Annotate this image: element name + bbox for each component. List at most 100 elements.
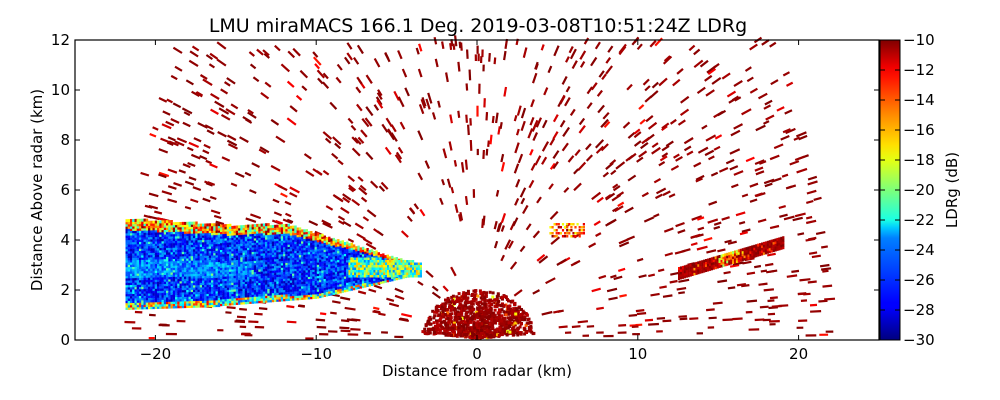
- radar-gate: [303, 231, 306, 235]
- radar-gate: [271, 260, 275, 264]
- radar-gate: [262, 248, 266, 252]
- radar-gate: [678, 291, 685, 295]
- radar-gate: [596, 89, 603, 97]
- radar-gate: [211, 297, 214, 301]
- radar-gate: [134, 288, 137, 292]
- radar-gate: [195, 280, 198, 283]
- radar-gate: [168, 283, 171, 287]
- radar-gate: [168, 244, 171, 248]
- radar-gate: [305, 289, 308, 293]
- radar-gate: [143, 261, 146, 265]
- radar-gate: [161, 251, 164, 255]
- radar-gate: [197, 250, 200, 254]
- radar-gate: [605, 219, 616, 227]
- radar-gate: [238, 243, 241, 247]
- radar-gate: [193, 259, 196, 263]
- radar-gate: [432, 316, 436, 320]
- radar-gate: [296, 227, 299, 231]
- radar-gate: [181, 235, 185, 239]
- radar-gate: [251, 298, 254, 302]
- radar-gate: [154, 306, 158, 309]
- radar-gate: [220, 113, 231, 121]
- radar-gate: [132, 273, 135, 276]
- radar-gate: [157, 263, 160, 267]
- radar-gate: [163, 233, 167, 237]
- radar-gate: [152, 243, 155, 247]
- radar-gate: [141, 220, 144, 224]
- radar-gate: [157, 247, 160, 251]
- radar-gate: [605, 65, 613, 75]
- radar-gate: [139, 268, 142, 272]
- radar-gate: [159, 220, 162, 224]
- radar-gate: [227, 143, 238, 150]
- radar-gate: [732, 261, 744, 266]
- radar-gate: [229, 291, 232, 295]
- radar-gate: [132, 293, 135, 297]
- radar-gate: [132, 230, 135, 234]
- radar-gate: [172, 305, 176, 309]
- radar-gate: [260, 259, 263, 263]
- radar-gate: [251, 273, 254, 277]
- radar-gate: [460, 42, 463, 51]
- radar-gate: [168, 305, 171, 309]
- radar-gate: [139, 239, 142, 242]
- radar-gate: [265, 245, 268, 249]
- radar-gate: [731, 95, 740, 102]
- radar-gate: [508, 317, 512, 321]
- radar-gate: [265, 236, 268, 240]
- radar-gate: [179, 280, 182, 284]
- radar-gate: [235, 254, 239, 258]
- radar-gate: [296, 241, 299, 244]
- radar-gate: [448, 141, 453, 151]
- radar-gate: [231, 243, 234, 247]
- radar-gate: [166, 242, 169, 246]
- radar-gate: [168, 276, 171, 280]
- radar-gate: [168, 274, 171, 278]
- radar-gate: [222, 235, 225, 239]
- radar-gate: [247, 287, 250, 291]
- radar-gate: [181, 282, 185, 286]
- radar-gate: [152, 254, 155, 258]
- radar-gate: [633, 140, 642, 147]
- radar-gate: [148, 238, 151, 242]
- radar-gate: [178, 169, 186, 174]
- radar-gate: [242, 263, 245, 267]
- radar-gate: [258, 241, 261, 245]
- radar-gate: [253, 271, 257, 275]
- radar-gate: [161, 238, 164, 242]
- radar-gate: [483, 315, 487, 318]
- radar-gate: [749, 182, 759, 188]
- radar-gate: [514, 142, 520, 154]
- radar-gate: [141, 286, 144, 290]
- radar-gate: [181, 242, 185, 246]
- radar-gate: [159, 242, 162, 246]
- radar-gate: [296, 292, 299, 296]
- radar-gate: [280, 235, 284, 239]
- radar-gate: [163, 287, 167, 291]
- radar-gate: [141, 225, 144, 229]
- radar-gate: [265, 297, 268, 301]
- radar-gate: [134, 254, 137, 258]
- radar-gate: [168, 226, 171, 230]
- radar-gate: [347, 117, 354, 125]
- radar-gate: [387, 130, 396, 141]
- radar-gate: [174, 65, 183, 72]
- radar-gate: [148, 256, 151, 260]
- radar-gate: [256, 232, 259, 236]
- radar-gate: [229, 280, 232, 283]
- radar-gate: [168, 231, 171, 235]
- radar-gate: [181, 291, 185, 295]
- radar-gate: [296, 283, 299, 287]
- radar-gate: [538, 255, 549, 264]
- radar-gate: [157, 225, 160, 228]
- radar-gate: [635, 309, 645, 313]
- radar-gate: [161, 242, 164, 246]
- radar-gate: [253, 291, 257, 295]
- radar-gate: [152, 240, 155, 244]
- radar-gate: [271, 243, 275, 246]
- radar-gate: [417, 130, 424, 141]
- radar-gate: [141, 261, 144, 265]
- radar-gate: [208, 234, 212, 238]
- radar-gate: [224, 228, 227, 232]
- radar-gate: [395, 151, 403, 160]
